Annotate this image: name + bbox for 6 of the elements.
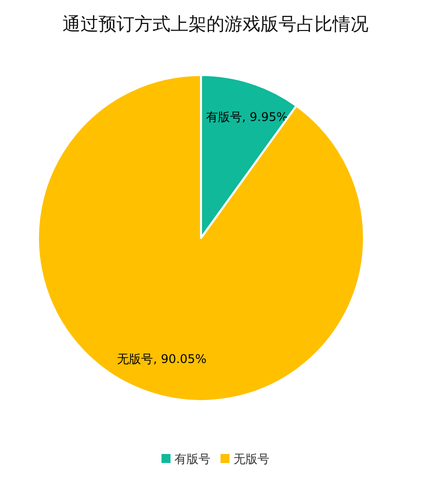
data-label: 无版号, 90.05%: [117, 352, 207, 366]
pie-slice: [37, 74, 365, 402]
legend-label: 无版号: [234, 452, 270, 466]
data-label: 有版号, 9.95%: [206, 110, 288, 124]
chart-title: 通过预订方式上架的游戏版号占比情况: [62, 14, 368, 35]
legend-label: 有版号: [174, 452, 210, 466]
